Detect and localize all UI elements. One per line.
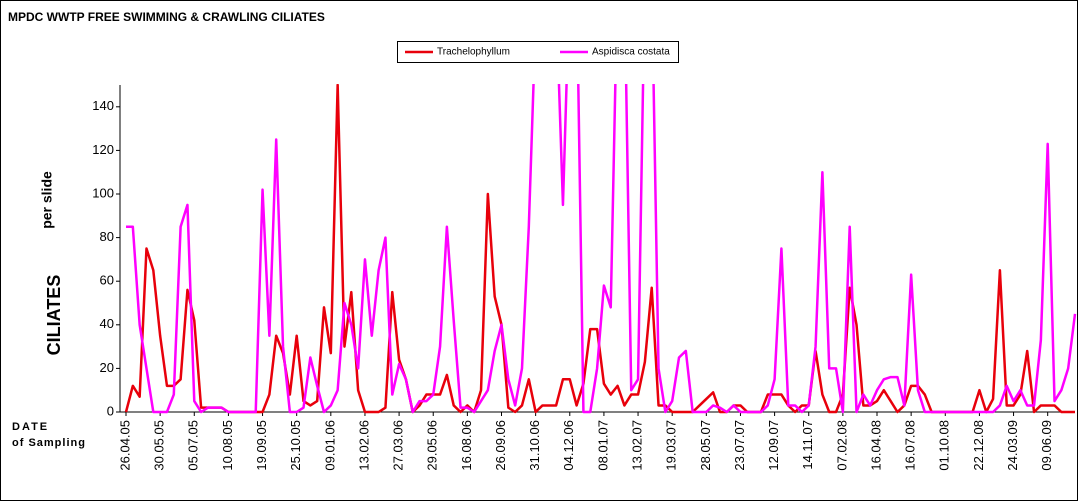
x-tick-label: 08.01.07 [595, 420, 610, 471]
chart-title: MPDC WWTP FREE SWIMMING & CRAWLING CILIA… [8, 10, 325, 24]
x-tick-label: 26.09.06 [493, 420, 508, 471]
x-tick-label: 04.12.06 [561, 420, 576, 471]
x-tick-label: 16.04.08 [868, 420, 883, 471]
x-tick-label: 30.05.05 [152, 420, 167, 471]
x-tick-label: 25.10.05 [288, 420, 303, 471]
x-tick-label: 16.07.08 [903, 420, 918, 471]
x-tick-label: 22.12.08 [971, 420, 986, 471]
y-axis-subtitle: per slide [39, 171, 55, 229]
x-tick-label: 01.10.08 [937, 420, 952, 471]
x-tick-label: 13.02.07 [629, 420, 644, 471]
legend-label: Aspidisca costata [592, 47, 670, 58]
x-axis-subtitle: of Sampling [12, 437, 86, 449]
x-tick-label: 09.06.09 [1039, 420, 1054, 471]
data-line [126, 84, 1077, 414]
x-tick-label: 10.08.05 [220, 420, 235, 471]
x-tick-label: 05.07.05 [186, 420, 201, 471]
y-tick-label: 20 [100, 360, 114, 375]
x-tick-label: 19.03.07 [664, 420, 679, 471]
x-tick-label: 26.04.05 [117, 420, 132, 471]
x-tick-label: 09.01.06 [322, 420, 337, 471]
x-tick-label: 14.11.07 [800, 420, 815, 470]
plot-area [124, 84, 1077, 414]
y-tick-label: 140 [92, 98, 114, 113]
x-tick-label: 12.09.07 [766, 420, 781, 471]
x-tick-label: 27.03.06 [391, 420, 406, 471]
x-tick-label: 28.05.07 [698, 420, 713, 471]
x-tick-label: 31.10.06 [527, 420, 542, 471]
x-tick-label: 13.02.06 [356, 420, 371, 471]
y-tick-label: 40 [100, 316, 114, 331]
x-axis-title: DATE [12, 421, 49, 433]
y-tick-label: 100 [92, 185, 114, 200]
y-tick-label: 80 [100, 229, 114, 244]
legend-box [397, 41, 679, 63]
x-tick-label: 07.02.08 [834, 420, 849, 471]
y-tick-label: 60 [100, 273, 114, 288]
x-tick-label: 29.05.06 [425, 420, 440, 471]
legend-label: Trachelophyllum [437, 47, 510, 58]
y-axis-title: CILIATES [44, 275, 64, 356]
x-tick-label: 24.03.09 [1005, 420, 1020, 471]
x-tick-label: 19.09.05 [254, 420, 269, 471]
x-tick-label: 23.07.07 [732, 420, 747, 471]
x-tick-label: 16.08.06 [459, 420, 474, 471]
y-tick-label: 0 [107, 403, 114, 418]
y-tick-label: 120 [92, 142, 114, 157]
